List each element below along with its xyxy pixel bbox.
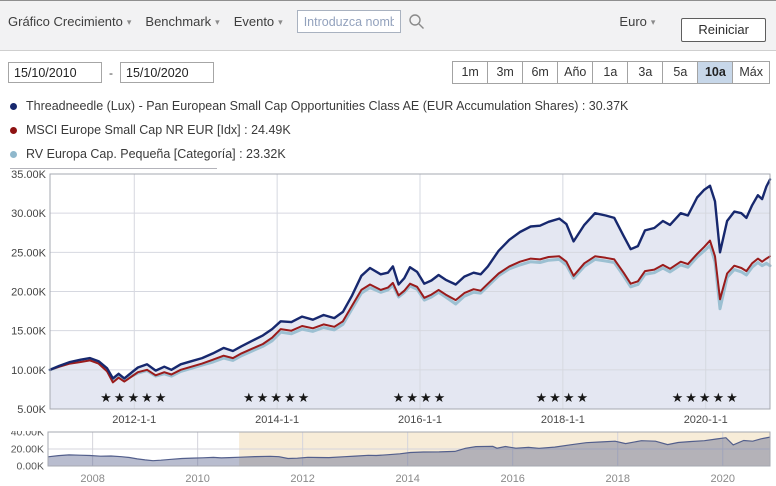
navigator-line (47, 436, 771, 462)
chevron-down-icon: ▾ (278, 17, 283, 27)
range-navigator-chart[interactable]: 2008 2010 2012 2014 2016 2018 2020 40.00K 20.00K… (0, 431, 776, 486)
navigator-x-label: 2008 (80, 473, 104, 485)
y-axis-label: 15.00K (11, 326, 47, 338)
y-axis-label: 25.00K (11, 247, 47, 259)
y-axis-label: 20.00K (11, 287, 47, 299)
menu-event[interactable]: Evento ▾ (234, 14, 283, 29)
currency-label: Euro (619, 14, 647, 29)
range-button-5a[interactable]: 5a (662, 61, 699, 84)
legend-item[interactable]: RV Europa Cap. Pequeña [Categoría] : 23.… (10, 142, 776, 166)
series-line-0[interactable] (48, 178, 772, 380)
currency-menu[interactable]: Euro ▾ (619, 14, 655, 29)
legend-item-label: Threadneedle (Lux) - Pan European Small … (26, 99, 629, 113)
navigator-x-label: 2010 (185, 473, 209, 485)
x-axis-label: 2014-1-1 (255, 414, 299, 426)
range-button-3a[interactable]: 3a (627, 61, 664, 84)
area-fill (50, 179, 770, 409)
date-from-input[interactable] (8, 62, 102, 83)
range-button-1a[interactable]: 1a (592, 61, 629, 84)
range-button-6m[interactable]: 6m (522, 61, 559, 84)
legend-item[interactable]: Threadneedle (Lux) - Pan European Small … (10, 94, 776, 118)
toolbar-right: Euro ▾ Reiniciar (619, 1, 768, 42)
navigator-x-label: 2014 (395, 473, 419, 485)
menu-chart-type-label: Gráfico Crecimiento (8, 14, 123, 29)
legend-divider (10, 168, 217, 169)
x-axis-label: 2018-1-1 (541, 414, 585, 426)
search-area (296, 10, 425, 33)
search-icon[interactable] (408, 13, 425, 30)
range-button-3m[interactable]: 3m (487, 61, 524, 84)
navigator-x-label: 2012 (290, 473, 314, 485)
date-to-input[interactable] (120, 62, 214, 83)
range-button-1m[interactable]: 1m (452, 61, 489, 84)
main-growth-chart[interactable]: 35.00K 30.00K 25.00K 20.00K 15.00K 10.00K 5.00… (0, 169, 776, 431)
plot-border (49, 173, 771, 410)
range-button-10a[interactable]: 10a (697, 61, 734, 84)
toolbar: Gráfico Crecimiento ▾ Benchmark ▾ Evento… (0, 1, 776, 51)
navigator-area-fill (48, 437, 770, 466)
star-rating-5: ★★★★★ (672, 390, 740, 405)
range-button-Máx[interactable]: Máx (732, 61, 770, 84)
series-color-dot (10, 126, 17, 134)
y-axis-label: 10.00K (11, 365, 47, 377)
star-rating-4: ★★★★ (536, 390, 591, 405)
series-color-dot (10, 102, 17, 110)
navigator-y-label: 0.00K (17, 461, 44, 473)
chevron-down-icon: ▾ (215, 17, 220, 27)
y-axis-label: 35.00K (11, 169, 47, 181)
star-rating-5: ★★★★★ (243, 390, 311, 405)
navigator-x-label: 2020 (710, 473, 734, 485)
navigator-y-label: 40.00K (11, 431, 44, 439)
range-buttons: 1m 3m 6m Año 1a 3a 5a 10a Máx (452, 61, 770, 84)
navigator-y-label: 20.00K (11, 444, 44, 456)
menu-benchmark-label: Benchmark (145, 14, 212, 29)
menu-chart-type[interactable]: Gráfico Crecimiento ▾ (8, 14, 131, 29)
menu-event-label: Evento (233, 14, 275, 29)
chevron-down-icon: ▾ (650, 17, 656, 27)
navigator-x-label: 2018 (605, 473, 629, 485)
series-line-2[interactable] (48, 243, 772, 382)
star-rating-5: ★★★★★ (100, 390, 168, 405)
x-axis-label: 2016-1-1 (398, 414, 442, 426)
y-axis-label: 30.00K (11, 208, 47, 220)
navigator-x-label: 2016 (500, 473, 524, 485)
series-line-1[interactable] (49, 239, 771, 384)
y-axis-label: 5.00K (17, 404, 46, 416)
x-axis-label: 2020-1-1 (684, 414, 728, 426)
legend-item-label: MSCI Europe Small Cap NR EUR [Idx] : 24.… (26, 123, 291, 137)
search-input[interactable] (296, 10, 401, 33)
legend-item[interactable]: MSCI Europe Small Cap NR EUR [Idx] : 24.… (10, 118, 776, 142)
reset-button[interactable]: Reiniciar (681, 18, 766, 42)
star-rating-4: ★★★★ (393, 390, 448, 405)
series-color-dot (10, 150, 17, 158)
date-separator: - (109, 65, 113, 80)
range-button-Año[interactable]: Año (557, 61, 594, 84)
legend-item-label: RV Europa Cap. Pequeña [Categoría] : 23.… (26, 147, 286, 161)
menu-benchmark[interactable]: Benchmark ▾ (145, 14, 219, 29)
x-axis-label: 2012-1-1 (112, 414, 156, 426)
chevron-down-icon: ▾ (126, 17, 132, 27)
legend: Threadneedle (Lux) - Pan European Small … (0, 91, 776, 169)
navigator-border (47, 431, 771, 467)
